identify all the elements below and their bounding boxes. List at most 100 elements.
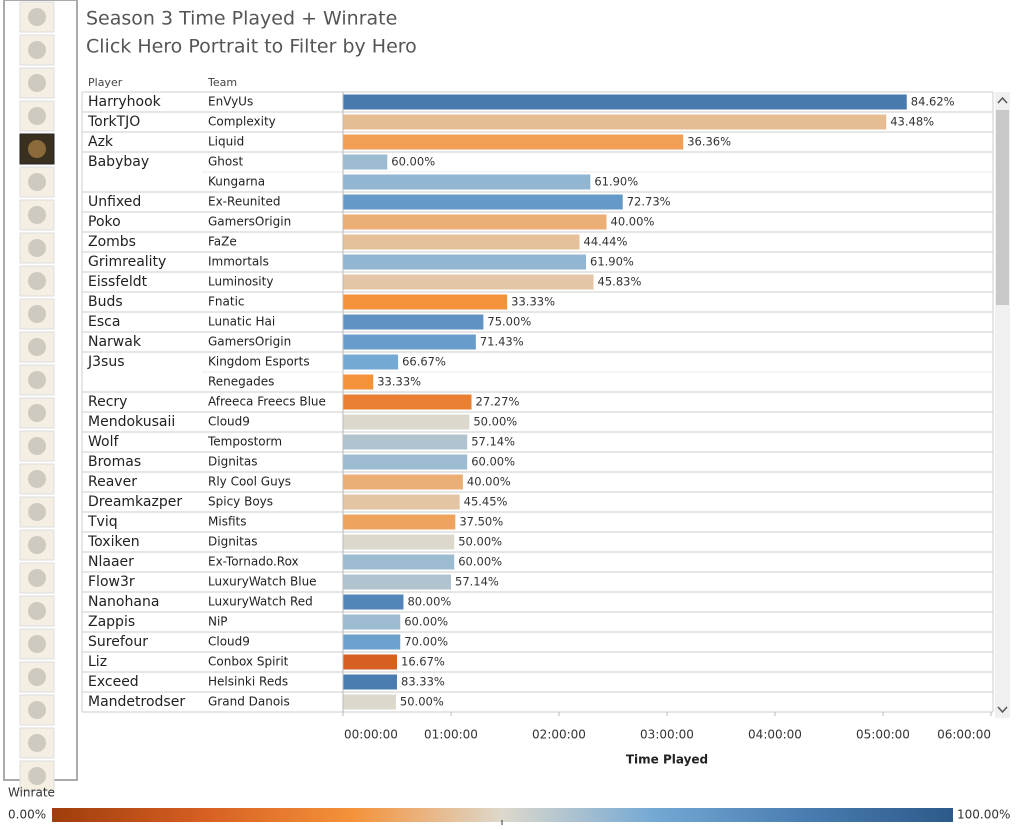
hero-portrait[interactable] (19, 496, 55, 528)
hero-icon (28, 404, 46, 422)
bar (343, 614, 401, 630)
bar (343, 94, 907, 110)
hero-icon (28, 602, 46, 620)
team-name: EnVyUs (208, 95, 253, 109)
bar-label: 83.33% (401, 675, 445, 689)
bar (343, 414, 470, 430)
player-name: Toxiken (87, 534, 140, 550)
hero-icon (28, 74, 46, 92)
team-name: Cloud9 (208, 635, 250, 649)
bar-label: 40.00% (611, 215, 655, 229)
bar-label: 40.00% (467, 475, 511, 489)
team-name: Ex-Tornado.Rox (208, 555, 299, 569)
bar-label: 60.00% (458, 555, 502, 569)
bar (343, 514, 456, 530)
bar (343, 634, 401, 650)
bar-label: 50.00% (473, 415, 517, 429)
hero-icon (28, 569, 46, 587)
legend-tick-label: 0.00% (8, 808, 46, 822)
player-name: Nanohana (88, 594, 159, 610)
bar-label: 60.00% (391, 155, 435, 169)
player-name: Wolf (88, 434, 119, 450)
team-name: Helsinki Reds (208, 675, 288, 689)
team-name: Kungarna (208, 175, 265, 189)
hero-icon (28, 536, 46, 554)
player-name: TorkTJO (87, 114, 140, 130)
player-name: Buds (88, 294, 123, 310)
scrollbar-thumb[interactable] (996, 110, 1009, 305)
team-name: LuxuryWatch Red (208, 595, 313, 609)
player-name: Nlaaer (88, 554, 134, 570)
team-name: GamersOrigin (208, 215, 291, 229)
team-name: Cloud9 (208, 415, 250, 429)
bar (343, 534, 455, 550)
bar (343, 574, 451, 590)
bar (343, 434, 468, 450)
x-tick-label: 02:00:00 (532, 728, 586, 742)
bar-label: 50.00% (400, 695, 444, 709)
player-name: Recry (88, 394, 127, 410)
hero-icon (28, 8, 46, 26)
legend-tick-label: 100.00% (957, 808, 1010, 822)
player-name: Mendokusaii (88, 414, 175, 430)
player-name: Poko (88, 214, 121, 230)
bar-label: 61.90% (594, 175, 638, 189)
hero-icon (28, 503, 46, 521)
team-name: LuxuryWatch Blue (208, 575, 317, 589)
player-name: Azk (88, 134, 114, 150)
bar-label: 45.83% (598, 275, 642, 289)
x-axis-title: Time Played (626, 753, 708, 767)
team-name: Lunatic Hai (208, 315, 275, 329)
bar-label: 80.00% (407, 595, 451, 609)
team-name: Afreeca Freecs Blue (208, 395, 326, 409)
hero-icon (28, 371, 46, 389)
hero-icon (28, 206, 46, 224)
bar (343, 194, 623, 210)
player-name: Babybay (88, 154, 149, 170)
bar-label: 57.14% (471, 435, 515, 449)
chart-title: Season 3 Time Played + Winrate (86, 8, 397, 30)
bar (343, 254, 586, 270)
player-name: Mandetrodser (88, 694, 185, 710)
hero-icon (28, 734, 46, 752)
color-legend-bar (52, 808, 953, 822)
bar (343, 334, 476, 350)
hero-icon (28, 767, 46, 785)
team-name: Luminosity (208, 275, 273, 289)
player-name: J3sus (87, 354, 125, 370)
bar-label: 45.45% (464, 495, 508, 509)
hero-icon (28, 41, 46, 59)
team-name: Rly Cool Guys (208, 475, 291, 489)
bar (343, 174, 591, 190)
bar (343, 554, 455, 570)
bar-label: 44.44% (584, 235, 628, 249)
bar (343, 294, 508, 310)
team-name: Spicy Boys (208, 495, 273, 509)
bar-label: 43.48% (890, 115, 934, 129)
team-name: Ghost (208, 155, 243, 169)
bar-label: 61.90% (590, 255, 634, 269)
team-name: Renegades (208, 375, 274, 389)
bar (343, 214, 607, 230)
chart-subtitle: Click Hero Portrait to Filter by Hero (86, 36, 417, 58)
bar (343, 674, 397, 690)
bar (343, 234, 580, 250)
player-name: Zappis (88, 614, 135, 630)
hero-icon (28, 338, 46, 356)
player-name: Surefour (88, 634, 148, 650)
bar-label: 16.67% (401, 655, 445, 669)
player-name: Exceed (88, 674, 139, 690)
hero-icon (28, 239, 46, 257)
x-tick-label: 04:00:00 (748, 728, 802, 742)
team-name: Grand Danois (208, 695, 290, 709)
scroll-up[interactable] (997, 96, 1008, 104)
column-header: Team (207, 76, 237, 89)
bar (343, 274, 594, 290)
bar-label: 33.33% (511, 295, 555, 309)
hero-icon (28, 107, 46, 125)
bar-label: 71.43% (480, 335, 524, 349)
bar (343, 474, 463, 490)
scroll-down[interactable] (997, 706, 1008, 714)
bar-label: 60.00% (471, 455, 515, 469)
